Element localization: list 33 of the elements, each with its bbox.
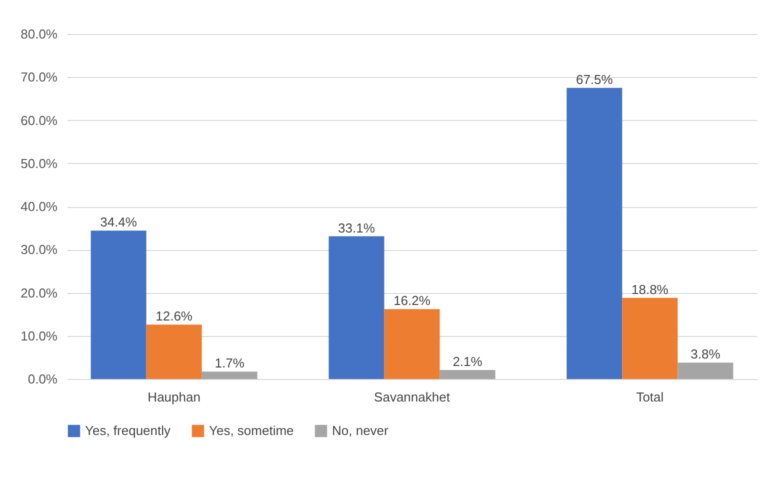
y-tick-label: 80.0%	[20, 26, 58, 42]
data-label: 16.2%	[394, 293, 431, 308]
bar	[622, 298, 678, 379]
legend-label: Yes, sometime	[209, 423, 294, 438]
data-label: 34.4%	[100, 214, 138, 230]
data-label: 3.8%	[690, 346, 721, 362]
data-label: 33.1%	[338, 220, 376, 236]
data-label: 2.1%	[452, 354, 483, 369]
y-tick-label: 50.0%	[20, 156, 58, 171]
legend-label: No, never	[332, 423, 390, 438]
bar	[440, 370, 496, 379]
bar	[678, 362, 734, 379]
x-tick-label: Savannakhet	[374, 390, 450, 404]
bar	[202, 372, 258, 379]
bar	[328, 236, 384, 379]
y-tick-label: 0.0%	[28, 372, 58, 386]
y-tick-label: 40.0%	[20, 199, 58, 214]
y-tick-label: 10.0%	[20, 328, 58, 344]
data-label: 67.5%	[576, 72, 614, 87]
bar	[146, 324, 202, 379]
legend-label: Yes, frequently	[85, 423, 172, 438]
data-label: 12.6%	[156, 308, 193, 324]
x-tick-label: Hauphan	[148, 390, 200, 404]
y-tick-label: 20.0%	[20, 285, 58, 300]
data-label: 1.7%	[214, 356, 245, 371]
bar	[384, 309, 440, 379]
x-tick-label: Total	[636, 390, 664, 404]
data-label: 18.8%	[631, 282, 669, 297]
y-tick-label: 30.0%	[20, 242, 58, 258]
y-tick-label: 60.0%	[20, 112, 58, 128]
y-tick-label: 70.0%	[20, 70, 58, 85]
bar	[90, 230, 146, 379]
bar	[566, 88, 622, 379]
